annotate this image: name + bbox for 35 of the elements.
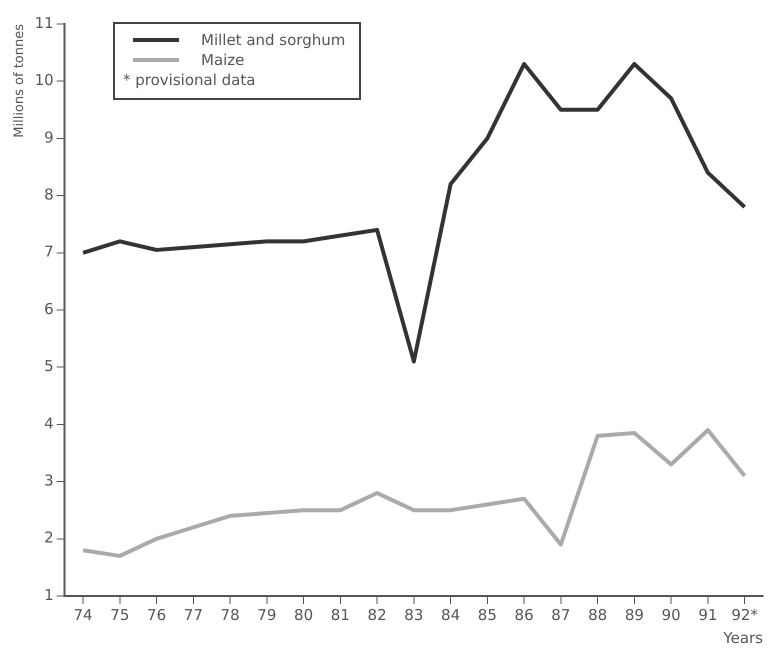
x-tick-label: 84: [441, 606, 460, 624]
x-tick-label: 77: [184, 606, 203, 624]
x-tick-label: 89: [624, 606, 644, 624]
x-tick-label: 81: [330, 606, 350, 624]
y-tick-label: 1: [44, 586, 54, 604]
y-tick-label: 6: [44, 300, 54, 318]
x-tick-label: 78: [220, 606, 240, 624]
x-tick-label: 79: [257, 606, 276, 624]
y-tick-label: 9: [44, 128, 54, 146]
x-tick-label: 83: [404, 606, 424, 624]
x-tick-label: 90: [662, 606, 681, 624]
y-tick-label: 2: [44, 528, 54, 547]
y-tick-label: 11: [34, 14, 54, 32]
y-tick-label: 7: [44, 242, 54, 261]
x-tick-label: 76: [147, 606, 166, 624]
x-axis-title: Years: [722, 628, 764, 647]
annotation: * provisional data: [123, 70, 256, 90]
y-axis-title: Millions of tonnes: [12, 24, 28, 138]
x-tick-label: 82: [368, 606, 387, 624]
y-tick-label: 8: [44, 185, 54, 204]
x-tick-label: 91: [698, 606, 718, 624]
y-tick-label: 10: [34, 71, 54, 90]
x-tick-label: 75: [110, 606, 130, 624]
y-tick-label: 4: [44, 414, 54, 432]
x-tick-label: 80: [294, 606, 314, 624]
y-tick-label: 3: [44, 471, 54, 490]
y-tick-label: 5: [44, 357, 54, 376]
x-tick-label: 74: [74, 606, 93, 624]
x-tick-label: 88: [588, 606, 608, 624]
legend-label: Millet and sorghum: [201, 30, 346, 50]
x-tick-label: 85: [478, 606, 497, 624]
x-tick-label: 87: [551, 606, 570, 624]
x-tick-label: 92*: [731, 606, 758, 624]
legend-label: Maize: [201, 50, 244, 70]
x-tick-label: 86: [514, 606, 534, 624]
